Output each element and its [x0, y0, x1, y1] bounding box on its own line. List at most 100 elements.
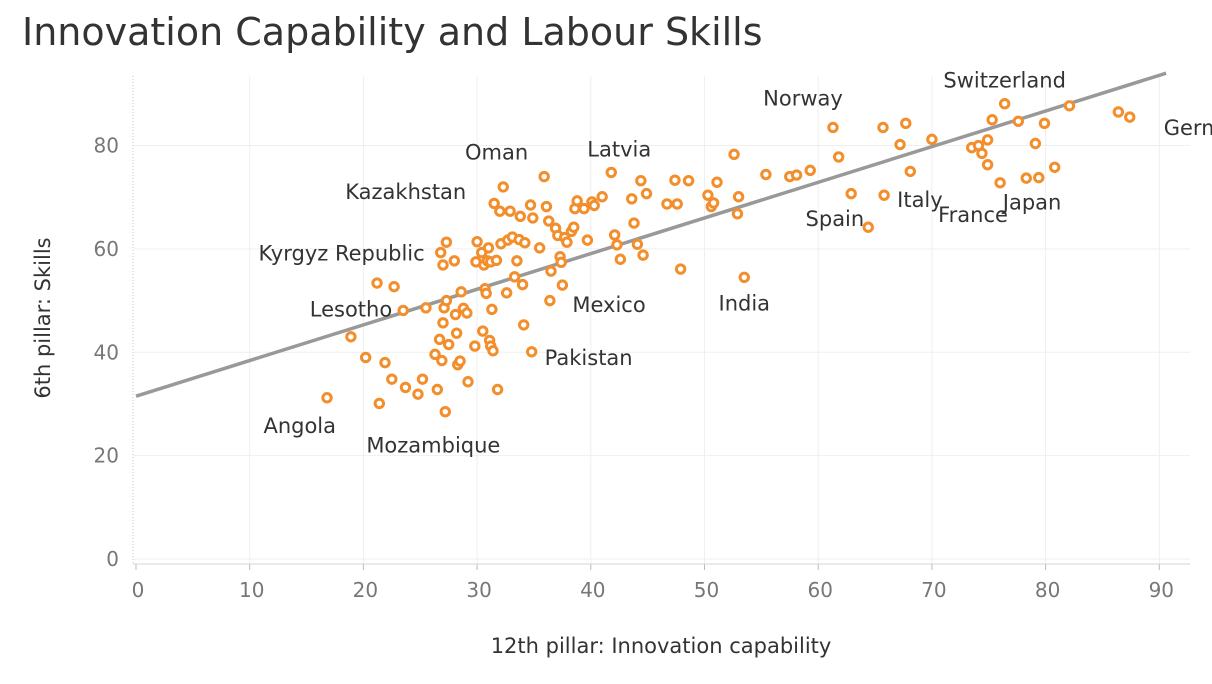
- point-label: Kazakhstan: [345, 180, 466, 204]
- data-point: [926, 133, 938, 146]
- data-point: [543, 215, 555, 227]
- data-point: [514, 210, 527, 223]
- data-point: [760, 168, 772, 181]
- data-point: [416, 373, 429, 385]
- data-point: [981, 158, 994, 171]
- point-label: Latvia: [587, 137, 651, 161]
- point-label: Lesotho: [310, 297, 392, 321]
- data-point: [900, 117, 912, 130]
- point-label: India: [719, 291, 771, 315]
- data-point: [461, 307, 473, 319]
- data-point: [491, 383, 504, 396]
- data-point: [442, 338, 455, 351]
- point-label: Switzerland: [943, 69, 1066, 93]
- point-label: Pakistan: [545, 346, 633, 370]
- data-point: [436, 354, 448, 367]
- data-point: [471, 235, 483, 248]
- data-point: [454, 355, 466, 367]
- y-axis-title: 6th pillar: Skills: [31, 237, 55, 398]
- data-point: [832, 151, 845, 163]
- data-point: [904, 165, 916, 178]
- data-point: [440, 294, 453, 307]
- data-point: [439, 406, 451, 418]
- data-point: [379, 356, 391, 369]
- data-point: [480, 287, 492, 300]
- data-point: [412, 388, 424, 400]
- data-point: [386, 373, 398, 385]
- data-point: [488, 197, 500, 210]
- x-axis-title: 12th pillar: Innovation capability: [491, 634, 832, 658]
- data-point: [504, 205, 516, 217]
- data-point: [1048, 161, 1061, 173]
- x-tick-label: 80: [1035, 578, 1060, 602]
- point-label: Mozambique: [366, 433, 500, 457]
- y-tick-label: 20: [94, 444, 119, 468]
- y-tick-label: 40: [94, 340, 119, 364]
- data-point: [711, 176, 723, 188]
- x-tick-label: 40: [580, 578, 605, 602]
- point-label: Spain: [806, 207, 865, 231]
- data-point: [486, 303, 498, 316]
- data-point: [976, 147, 988, 160]
- data-point: [845, 187, 857, 200]
- data-point: [1033, 171, 1045, 184]
- data-point: [707, 197, 720, 209]
- data-point: [494, 205, 506, 217]
- data-point: [469, 340, 481, 352]
- data-point: [571, 195, 583, 207]
- point-label: France: [938, 203, 1008, 227]
- data-point: [1029, 137, 1042, 150]
- data-point: [519, 237, 531, 249]
- data-point: [455, 286, 467, 298]
- data-point: [437, 317, 449, 329]
- point-label: Angola: [263, 414, 336, 438]
- data-point: [524, 199, 537, 211]
- data-point: [545, 265, 557, 277]
- data-point: [669, 174, 681, 186]
- x-tick-label: 0: [132, 578, 145, 602]
- x-tick-label: 30: [466, 578, 491, 602]
- data-point: [555, 256, 567, 269]
- y-tick-label: 60: [94, 237, 119, 261]
- data-point: [981, 134, 994, 146]
- data-point: [605, 166, 617, 179]
- point-label: Mexico: [572, 293, 645, 317]
- data-point: [1112, 106, 1125, 118]
- data-point: [321, 392, 333, 404]
- data-point: [1063, 100, 1076, 112]
- data-point: [511, 255, 523, 267]
- data-point: [637, 249, 649, 261]
- data-point: [1038, 117, 1051, 130]
- x-tick-label: 60: [807, 578, 832, 602]
- data-point: [631, 238, 644, 250]
- data-point: [790, 169, 803, 181]
- data-point: [518, 319, 530, 331]
- point-label: Oman: [465, 141, 528, 165]
- data-point: [540, 200, 553, 213]
- data-point: [804, 164, 816, 177]
- data-point: [533, 242, 546, 254]
- axes: 0 10 20 30 40 50 60 70 80 90 0 20 40 60 80: [94, 76, 1190, 602]
- data-point: [437, 259, 449, 271]
- data-point: [397, 304, 409, 317]
- data-point: [674, 263, 687, 275]
- data-point: [731, 208, 744, 220]
- data-point: [556, 279, 569, 291]
- data-point: [671, 198, 683, 210]
- data-point: [640, 187, 653, 200]
- data-point: [626, 193, 638, 205]
- data-point: [862, 221, 874, 233]
- point-labels: Switzerland Norway Germany Latvia Oman Kazakh…: [259, 69, 1212, 458]
- point-label: Germany: [1164, 116, 1212, 140]
- data-point: [388, 280, 400, 293]
- data-point: [448, 255, 461, 267]
- x-tick-label: 10: [239, 578, 264, 602]
- data-point: [477, 325, 489, 337]
- data-point: [581, 234, 594, 246]
- data-point: [661, 198, 673, 210]
- data-point: [450, 327, 463, 339]
- data-point: [614, 253, 627, 265]
- data-point: [435, 246, 447, 259]
